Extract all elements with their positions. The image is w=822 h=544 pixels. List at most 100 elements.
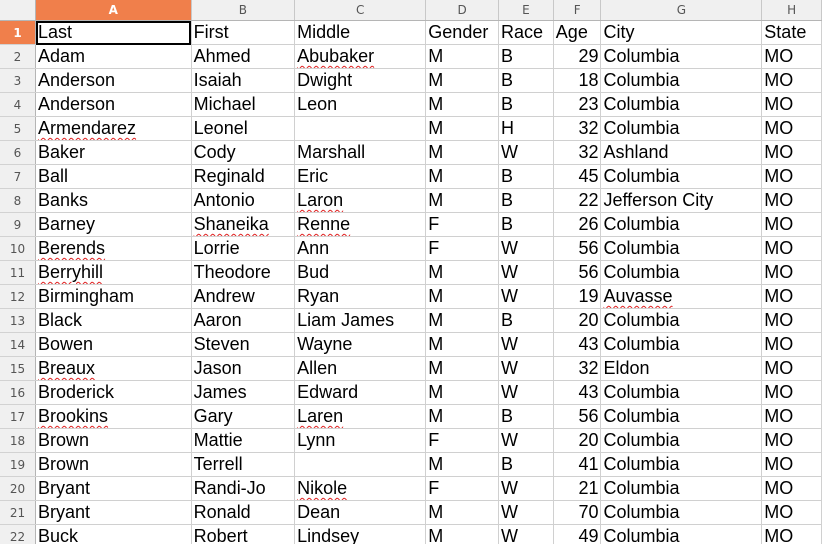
cell-c18[interactable]: Lynn bbox=[294, 428, 427, 453]
cell-c7[interactable]: Eric bbox=[294, 164, 427, 189]
column-header-d[interactable]: D bbox=[425, 0, 500, 21]
cell-c17[interactable]: Laren bbox=[294, 404, 427, 429]
cell-b10[interactable]: Lorrie bbox=[191, 236, 296, 261]
cell-d18[interactable]: F bbox=[425, 428, 500, 453]
cell-d5[interactable]: M bbox=[425, 116, 500, 141]
cell-a16[interactable]: Broderick bbox=[35, 380, 192, 405]
column-header-a[interactable]: A bbox=[35, 0, 192, 21]
cell-f4[interactable]: 23 bbox=[553, 92, 602, 117]
cell-d19[interactable]: M bbox=[425, 452, 500, 477]
row-header[interactable]: 16 bbox=[0, 380, 36, 405]
cell-e10[interactable]: W bbox=[498, 236, 554, 261]
cell-e12[interactable]: W bbox=[498, 284, 554, 309]
cell-d21[interactable]: M bbox=[425, 500, 500, 525]
cell-b12[interactable]: Andrew bbox=[191, 284, 296, 309]
row-header[interactable]: 6 bbox=[0, 140, 36, 165]
cell-a2[interactable]: Adam bbox=[35, 44, 192, 69]
cell-c2[interactable]: Abubaker bbox=[294, 44, 427, 69]
cell-b18[interactable]: Mattie bbox=[191, 428, 296, 453]
cell-a4[interactable]: Anderson bbox=[35, 92, 192, 117]
cell-d6[interactable]: M bbox=[425, 140, 500, 165]
cell-b13[interactable]: Aaron bbox=[191, 308, 296, 333]
cell-a20[interactable]: Bryant bbox=[35, 476, 192, 501]
column-header-b[interactable]: B bbox=[191, 0, 296, 21]
column-header-f[interactable]: F bbox=[553, 0, 602, 21]
cell-g11[interactable]: Columbia bbox=[600, 260, 763, 285]
cell-h13[interactable]: MO bbox=[761, 308, 822, 333]
cell-c22[interactable]: Lindsey bbox=[294, 524, 427, 544]
cell-e19[interactable]: B bbox=[498, 452, 554, 477]
cell-b17[interactable]: Gary bbox=[191, 404, 296, 429]
row-header[interactable]: 11 bbox=[0, 260, 36, 285]
cell-g1[interactable]: City bbox=[600, 20, 763, 45]
cell-h17[interactable]: MO bbox=[761, 404, 822, 429]
cell-f21[interactable]: 70 bbox=[553, 500, 602, 525]
cell-d2[interactable]: M bbox=[425, 44, 500, 69]
row-header[interactable]: 4 bbox=[0, 92, 36, 117]
row-header[interactable]: 10 bbox=[0, 236, 36, 261]
cell-c16[interactable]: Edward bbox=[294, 380, 427, 405]
cell-a17[interactable]: Brookins bbox=[35, 404, 192, 429]
cell-e9[interactable]: B bbox=[498, 212, 554, 237]
cell-a22[interactable]: Buck bbox=[35, 524, 192, 544]
cell-b8[interactable]: Antonio bbox=[191, 188, 296, 213]
cell-f16[interactable]: 43 bbox=[553, 380, 602, 405]
cell-g21[interactable]: Columbia bbox=[600, 500, 763, 525]
cell-h15[interactable]: MO bbox=[761, 356, 822, 381]
cell-g10[interactable]: Columbia bbox=[600, 236, 763, 261]
row-header[interactable]: 15 bbox=[0, 356, 36, 381]
cell-c3[interactable]: Dwight bbox=[294, 68, 427, 93]
cell-c1[interactable]: Middle bbox=[294, 20, 427, 45]
cell-g12[interactable]: Auvasse bbox=[600, 284, 763, 309]
cell-e18[interactable]: W bbox=[498, 428, 554, 453]
cell-a13[interactable]: Black bbox=[35, 308, 192, 333]
row-header[interactable]: 22 bbox=[0, 524, 36, 544]
cell-f19[interactable]: 41 bbox=[553, 452, 602, 477]
cell-d14[interactable]: M bbox=[425, 332, 500, 357]
cell-f14[interactable]: 43 bbox=[553, 332, 602, 357]
cell-e13[interactable]: B bbox=[498, 308, 554, 333]
column-header-e[interactable]: E bbox=[498, 0, 554, 21]
cell-d7[interactable]: M bbox=[425, 164, 500, 189]
cell-e15[interactable]: W bbox=[498, 356, 554, 381]
cell-e22[interactable]: W bbox=[498, 524, 554, 544]
cell-h19[interactable]: MO bbox=[761, 452, 822, 477]
row-header[interactable]: 21 bbox=[0, 500, 36, 525]
cell-d8[interactable]: M bbox=[425, 188, 500, 213]
cell-b20[interactable]: Randi-Jo bbox=[191, 476, 296, 501]
cell-c13[interactable]: Liam James bbox=[294, 308, 427, 333]
cell-g17[interactable]: Columbia bbox=[600, 404, 763, 429]
row-header[interactable]: 19 bbox=[0, 452, 36, 477]
cell-g18[interactable]: Columbia bbox=[600, 428, 763, 453]
cell-b7[interactable]: Reginald bbox=[191, 164, 296, 189]
cell-d11[interactable]: M bbox=[425, 260, 500, 285]
cell-f8[interactable]: 22 bbox=[553, 188, 602, 213]
cell-f12[interactable]: 19 bbox=[553, 284, 602, 309]
cell-a9[interactable]: Barney bbox=[35, 212, 192, 237]
cell-b1[interactable]: First bbox=[191, 20, 296, 45]
cell-g16[interactable]: Columbia bbox=[600, 380, 763, 405]
cell-a12[interactable]: Birmingham bbox=[35, 284, 192, 309]
cell-b15[interactable]: Jason bbox=[191, 356, 296, 381]
cell-d20[interactable]: F bbox=[425, 476, 500, 501]
cell-g7[interactable]: Columbia bbox=[600, 164, 763, 189]
cell-a5[interactable]: Armendarez bbox=[35, 116, 192, 141]
cell-c9[interactable]: Renne bbox=[294, 212, 427, 237]
cell-c12[interactable]: Ryan bbox=[294, 284, 427, 309]
cell-h3[interactable]: MO bbox=[761, 68, 822, 93]
cell-f3[interactable]: 18 bbox=[553, 68, 602, 93]
cell-h12[interactable]: MO bbox=[761, 284, 822, 309]
row-header[interactable]: 7 bbox=[0, 164, 36, 189]
cell-c19[interactable] bbox=[294, 452, 427, 477]
column-header-g[interactable]: G bbox=[600, 0, 763, 21]
cell-h9[interactable]: MO bbox=[761, 212, 822, 237]
cell-g22[interactable]: Columbia bbox=[600, 524, 763, 544]
cell-f18[interactable]: 20 bbox=[553, 428, 602, 453]
cell-e14[interactable]: W bbox=[498, 332, 554, 357]
cell-b19[interactable]: Terrell bbox=[191, 452, 296, 477]
cell-g3[interactable]: Columbia bbox=[600, 68, 763, 93]
cell-f1[interactable]: Age bbox=[553, 20, 602, 45]
cell-d3[interactable]: M bbox=[425, 68, 500, 93]
cell-e7[interactable]: B bbox=[498, 164, 554, 189]
cell-b3[interactable]: Isaiah bbox=[191, 68, 296, 93]
